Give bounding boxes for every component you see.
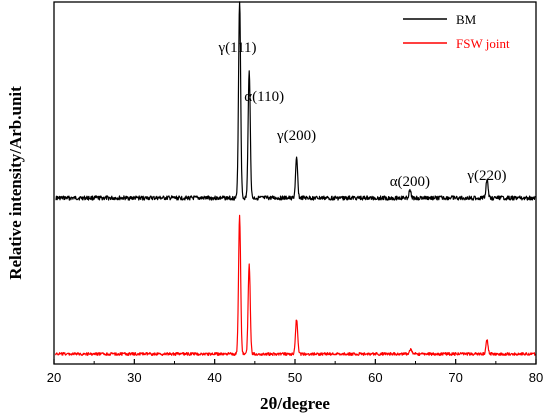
annotation-layer: γ(111) α(110) γ(200) α(200) γ(220) xyxy=(218,40,507,190)
peak-label: γ(200) xyxy=(276,128,316,144)
y-axis-title: Relative intensity/Arb.unit xyxy=(6,86,25,280)
peak-label: γ(111) xyxy=(218,40,257,56)
x-tick-label: 40 xyxy=(207,370,221,385)
series-layer xyxy=(55,1,536,356)
x-axis-title: 2θ/degree xyxy=(260,394,330,413)
legend-label: BM xyxy=(456,12,477,27)
series-line-fsw-joint xyxy=(55,214,536,356)
peak-label: α(200) xyxy=(390,174,430,190)
peak-label: γ(220) xyxy=(466,168,506,184)
x-tick-label: 80 xyxy=(529,370,543,385)
x-tick-label: 20 xyxy=(47,370,61,385)
peak-label: α(110) xyxy=(244,89,284,105)
legend-label: FSW joint xyxy=(456,36,510,51)
x-tick-label: 50 xyxy=(288,370,302,385)
tick-layer: 20 30 40 50 60 70 80 xyxy=(47,359,543,385)
x-tick-label: 70 xyxy=(448,370,462,385)
x-tick-label: 60 xyxy=(368,370,382,385)
legend: BM FSW joint xyxy=(403,12,510,51)
x-tick-label: 30 xyxy=(127,370,141,385)
series-line-bm xyxy=(55,1,536,201)
